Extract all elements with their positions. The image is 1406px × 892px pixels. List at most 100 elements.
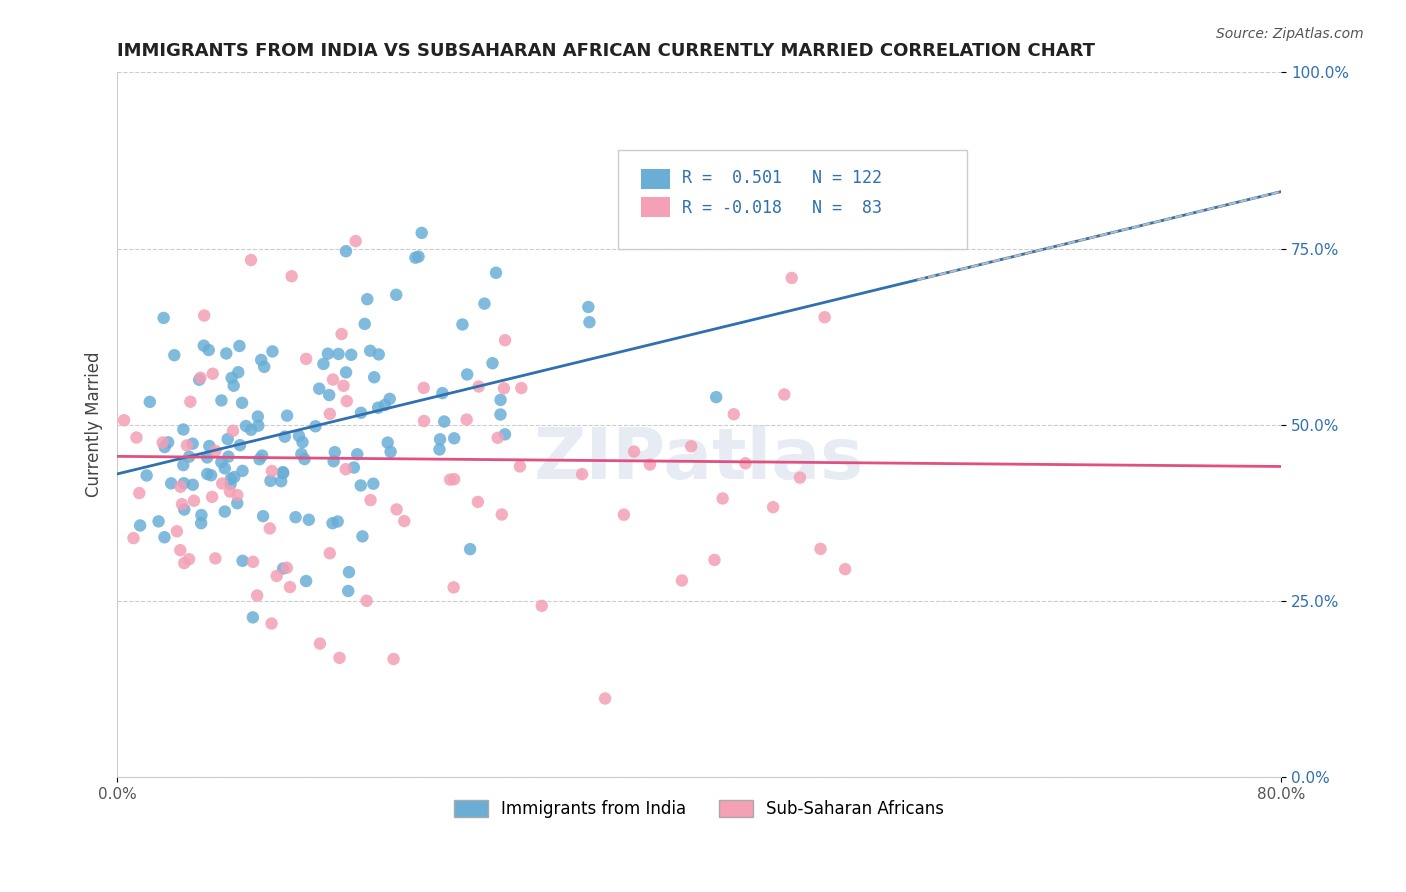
Point [262,344,284,359]
Point [481,356,503,370]
Point [780,271,803,285]
Point [723,407,745,421]
Text: R =  0.501   N = 122: R = 0.501 N = 122 [682,169,882,187]
Point [367,347,389,361]
Point [810,541,832,556]
Point [638,458,661,472]
Point [295,351,318,366]
Point [153,530,176,544]
Point [217,450,239,464]
Point [834,562,856,576]
Point [456,368,478,382]
Point [232,554,254,568]
Point [219,472,242,486]
Point [576,300,599,314]
Point [198,439,221,453]
Point [328,347,350,361]
Point [298,513,321,527]
Point [181,436,204,450]
Point [578,315,600,329]
Point [439,473,461,487]
Point [492,381,515,395]
Point [163,348,186,362]
Point [671,574,693,588]
Point [190,516,212,531]
Point [382,652,405,666]
Point [404,251,426,265]
Point [152,310,174,325]
Point [308,382,330,396]
Point [128,486,150,500]
Point [350,406,373,420]
Point [380,444,402,458]
Point [363,476,385,491]
Point [152,435,174,450]
Point [242,555,264,569]
Point [214,505,236,519]
Point [270,475,292,489]
Point [240,423,263,437]
Point [443,472,465,486]
Point [458,542,481,557]
Point [571,467,593,482]
Point [173,476,195,491]
Point [276,560,298,574]
Point [179,450,201,464]
Point [385,288,408,302]
Point [195,450,218,465]
Point [250,353,273,368]
Point [322,372,344,386]
Point [467,379,489,393]
Point [160,476,183,491]
Point [169,543,191,558]
Point [394,514,416,528]
Point [412,381,434,395]
Point [170,497,193,511]
Point [681,439,703,453]
Point [613,508,636,522]
Point [343,460,366,475]
Point [260,464,283,478]
Point [734,456,756,470]
Text: ZIPatlas: ZIPatlas [534,425,865,494]
FancyBboxPatch shape [641,169,671,189]
Point [231,396,253,410]
Point [250,449,273,463]
Point [242,610,264,624]
Point [328,650,350,665]
Point [429,433,451,447]
Point [166,524,188,539]
Point [214,461,236,475]
Point [129,518,152,533]
Point [181,477,204,491]
Point [125,430,148,444]
Point [385,502,408,516]
Point [176,438,198,452]
Point [346,447,368,461]
Legend: Immigrants from India, Sub-Saharan Africans: Immigrants from India, Sub-Saharan Afric… [447,793,950,825]
Point [219,477,242,491]
Point [451,318,474,332]
Point [253,359,276,374]
Point [235,419,257,434]
Point [259,521,281,535]
Point [352,529,374,543]
Point [309,637,332,651]
Point [280,269,302,284]
Point [122,531,145,545]
Point [157,435,180,450]
Point [249,452,271,467]
Point [510,381,533,395]
Point [377,435,399,450]
Point [359,343,381,358]
Point [489,408,512,422]
Point [211,476,233,491]
Point [408,250,430,264]
Point [229,438,252,452]
Point [169,480,191,494]
Point [260,616,283,631]
Point [322,454,344,468]
Point [319,407,342,421]
Point [266,569,288,583]
Point [288,429,311,443]
